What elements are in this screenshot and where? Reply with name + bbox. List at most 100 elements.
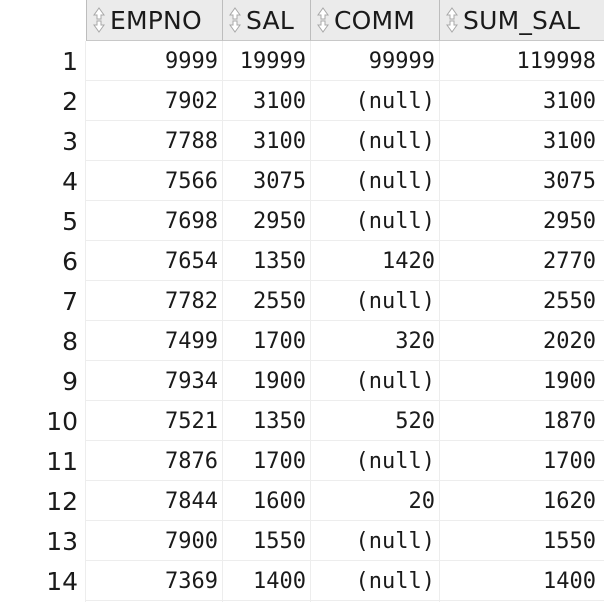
column-divider (85, 41, 86, 602)
cell-sum-sal[interactable]: 1870 (543, 409, 596, 434)
table-row[interactable]: 4 7566 3075 (null) 3075 (0, 161, 604, 201)
cell-empno[interactable]: 7844 (165, 489, 218, 514)
cell-sum-sal[interactable]: 2020 (543, 329, 596, 354)
cell-sal[interactable]: 2550 (253, 289, 306, 314)
column-header-comm[interactable]: COMM (310, 0, 439, 41)
cell-empno[interactable]: 7782 (165, 289, 218, 314)
cell-sum-sal[interactable]: 2770 (543, 249, 596, 274)
column-label: SUM_SAL (463, 5, 581, 35)
cell-comm[interactable]: 20 (408, 489, 436, 514)
column-label: SAL (246, 5, 294, 35)
cell-sum-sal[interactable]: 1400 (543, 569, 596, 594)
cell-empno[interactable]: 7876 (165, 449, 218, 474)
row-number: 5 (0, 201, 78, 241)
table-row[interactable]: 10 7521 1350 520 1870 (0, 401, 604, 441)
column-divider (439, 41, 440, 602)
row-divider (85, 200, 604, 201)
cell-sal[interactable]: 1700 (253, 449, 306, 474)
row-divider (85, 440, 604, 441)
cell-sum-sal[interactable]: 2550 (543, 289, 596, 314)
cell-empno[interactable]: 7900 (165, 529, 218, 554)
cell-sal[interactable]: 1900 (253, 369, 306, 394)
table-row[interactable]: 14 7369 1400 (null) 1400 (0, 561, 604, 601)
cell-comm[interactable]: 320 (395, 329, 435, 354)
cell-sum-sal[interactable]: 3100 (543, 129, 596, 154)
row-number: 2 (0, 81, 78, 121)
row-number: 14 (0, 561, 78, 601)
cell-sal[interactable]: 2950 (253, 209, 306, 234)
cell-sal[interactable]: 1350 (253, 409, 306, 434)
sort-arrows-icon (446, 7, 458, 33)
column-header-sal[interactable]: SAL (222, 0, 310, 41)
cell-sum-sal[interactable]: 1700 (543, 449, 596, 474)
table-row[interactable]: 9 7934 1900 (null) 1900 (0, 361, 604, 401)
cell-sum-sal[interactable]: 2950 (543, 209, 596, 234)
cell-comm[interactable]: 99999 (368, 49, 435, 74)
cell-empno[interactable]: 7369 (165, 569, 218, 594)
table-row[interactable]: 12 7844 1600 20 1620 (0, 481, 604, 521)
cell-empno[interactable]: 7698 (165, 209, 218, 234)
cell-empno[interactable]: 7654 (165, 249, 218, 274)
cell-comm[interactable]: 520 (395, 409, 435, 434)
cell-sum-sal[interactable]: 1620 (543, 489, 596, 514)
sort-arrows-icon (93, 7, 105, 33)
row-number: 4 (0, 161, 78, 201)
row-number: 13 (0, 521, 78, 561)
row-divider (85, 600, 604, 601)
table-row[interactable]: 13 7900 1550 (null) 1550 (0, 521, 604, 561)
cell-sal[interactable]: 3100 (253, 89, 306, 114)
table-row[interactable]: 11 7876 1700 (null) 1700 (0, 441, 604, 481)
table-row[interactable]: 1 9999 19999 99999 119998 (0, 41, 604, 81)
cell-sum-sal[interactable]: 3100 (543, 89, 596, 114)
table-row[interactable]: 8 7499 1700 320 2020 (0, 321, 604, 361)
cell-empno[interactable]: 7934 (165, 369, 218, 394)
row-number: 3 (0, 121, 78, 161)
row-number: 8 (0, 321, 78, 361)
cell-empno[interactable]: 9999 (165, 49, 218, 74)
cell-sum-sal[interactable]: 1900 (543, 369, 596, 394)
cell-comm[interactable]: (null) (355, 129, 435, 154)
cell-comm[interactable]: (null) (355, 369, 435, 394)
cell-sal[interactable]: 3075 (253, 169, 306, 194)
cell-sal[interactable]: 3100 (253, 129, 306, 154)
row-divider (85, 240, 604, 241)
cell-sal[interactable]: 19999 (239, 49, 306, 74)
column-label: EMPNO (110, 5, 202, 35)
cell-sal[interactable]: 1550 (253, 529, 306, 554)
cell-sal[interactable]: 1700 (253, 329, 306, 354)
table-row[interactable]: 5 7698 2950 (null) 2950 (0, 201, 604, 241)
row-divider (85, 320, 604, 321)
row-number: 9 (0, 361, 78, 401)
column-header-empno[interactable]: EMPNO (86, 0, 222, 41)
cell-sum-sal[interactable]: 119998 (516, 49, 596, 74)
cell-empno[interactable]: 7566 (165, 169, 218, 194)
cell-empno[interactable]: 7521 (165, 409, 218, 434)
cell-sal[interactable]: 1350 (253, 249, 306, 274)
column-divider (222, 41, 223, 602)
row-divider (85, 400, 604, 401)
table-row[interactable]: 2 7902 3100 (null) 3100 (0, 81, 604, 121)
row-divider (85, 120, 604, 121)
cell-empno[interactable]: 7902 (165, 89, 218, 114)
cell-comm[interactable]: (null) (355, 89, 435, 114)
cell-sal[interactable]: 1400 (253, 569, 306, 594)
cell-comm[interactable]: (null) (355, 529, 435, 554)
cell-comm[interactable]: (null) (355, 209, 435, 234)
cell-comm[interactable]: (null) (355, 169, 435, 194)
cell-sal[interactable]: 1600 (253, 489, 306, 514)
cell-sum-sal[interactable]: 3075 (543, 169, 596, 194)
cell-comm[interactable]: (null) (355, 289, 435, 314)
cell-comm[interactable]: (null) (355, 449, 435, 474)
table-row[interactable]: 7 7782 2550 (null) 2550 (0, 281, 604, 321)
cell-empno[interactable]: 7788 (165, 129, 218, 154)
table-row[interactable]: 3 7788 3100 (null) 3100 (0, 121, 604, 161)
column-header-sum-sal[interactable]: SUM_SAL (439, 0, 604, 41)
cell-comm[interactable]: 1420 (382, 249, 435, 274)
cell-comm[interactable]: (null) (355, 569, 435, 594)
row-number: 10 (0, 401, 78, 441)
cell-empno[interactable]: 7499 (165, 329, 218, 354)
table-row[interactable]: 6 7654 1350 1420 2770 (0, 241, 604, 281)
row-number: 12 (0, 481, 78, 521)
cell-sum-sal[interactable]: 1550 (543, 529, 596, 554)
row-number-header (0, 0, 85, 41)
